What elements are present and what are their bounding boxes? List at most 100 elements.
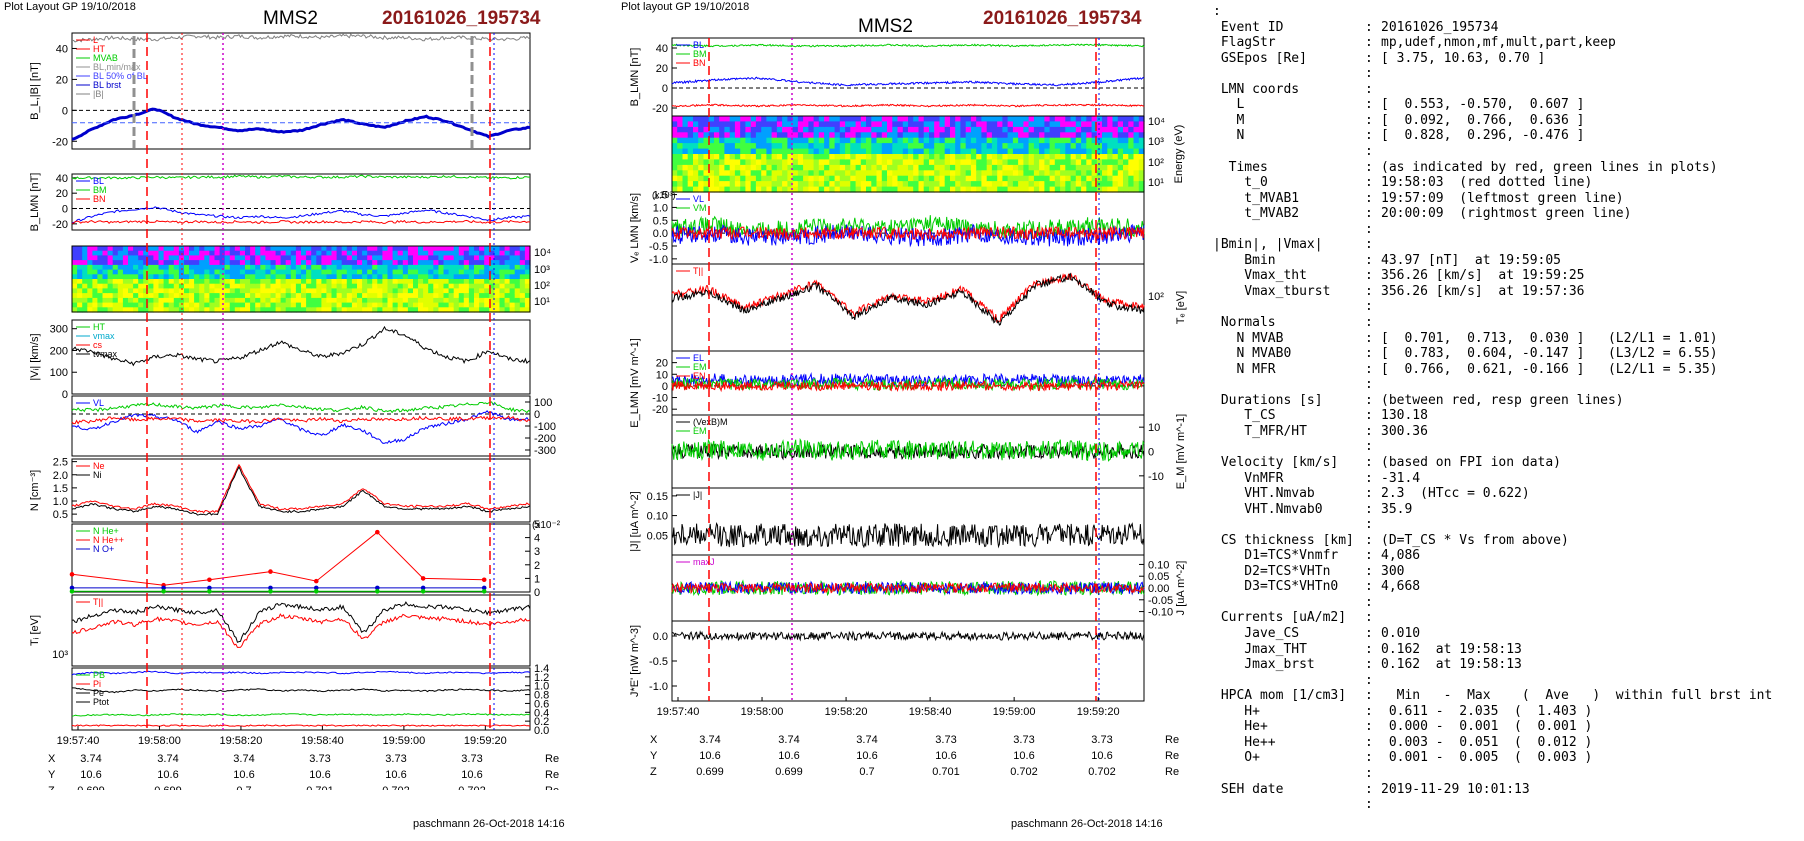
spectrogram-cell (377, 250, 383, 256)
position-value: 0.699 (775, 766, 803, 778)
legend-entry: N He++ (93, 535, 124, 545)
spectrogram-cell (834, 170, 841, 177)
spectrogram-cell (413, 246, 419, 252)
spectrogram-cell (239, 255, 246, 261)
spectrogram-cell (803, 137, 809, 144)
spectrogram-cell (1065, 164, 1072, 171)
summary-value: 4,668 (1381, 579, 1421, 595)
spectrogram-cell (245, 279, 251, 285)
spectrogram-cell (245, 307, 251, 313)
spectrogram-cell (301, 255, 307, 261)
spectrogram-cell (855, 137, 862, 144)
summary-key: D1=TCS*Vnmfr (1213, 548, 1339, 564)
spectrogram-cell (413, 260, 419, 266)
spectrogram-cell (387, 283, 394, 289)
spectrogram-cell (499, 250, 506, 256)
spectrogram-cell (766, 164, 773, 171)
spectrogram-cell (1096, 154, 1103, 160)
summary-key: Jave_CS (1213, 626, 1300, 641)
spectrogram-cell (677, 186, 683, 193)
spectrogram-cell (1112, 186, 1119, 193)
spectrogram-cell (771, 148, 778, 155)
summary-colon: : (1365, 97, 1373, 113)
panel-frame (71, 245, 531, 313)
spectrogram-cell (367, 279, 373, 285)
spectrogram-cell (524, 260, 531, 266)
spectrogram-cell (163, 250, 170, 256)
spectrogram-cell (698, 154, 704, 160)
spectrogram-cell (855, 186, 862, 193)
spectrogram-cell (672, 132, 678, 139)
spectrogram-cell (229, 293, 236, 299)
series-j-e (671, 630, 1145, 642)
spectrogram-cell (1012, 154, 1019, 160)
spectrogram-cell (219, 297, 226, 304)
spectrogram-cell (939, 137, 946, 144)
spectrogram-cell (479, 307, 485, 313)
spectrogram-cell (934, 170, 940, 177)
spectrogram-cell (1033, 175, 1040, 182)
spectrogram-cell (824, 170, 830, 177)
spectrogram-cell (845, 175, 851, 182)
spectrogram-cell (387, 307, 394, 313)
spectrogram-cell (519, 307, 526, 313)
spectrogram-cell (321, 307, 328, 313)
spectrogram-cell (1133, 181, 1140, 188)
spectrogram-cell (178, 297, 185, 304)
spectrogram-cell (504, 302, 511, 308)
series-tperp (671, 272, 1145, 326)
spectrogram-cell (194, 297, 200, 304)
spectrogram-cell (887, 143, 893, 150)
spectrogram-cell (199, 279, 205, 285)
legend-entry: BL 50% of BL (93, 71, 148, 81)
spectrogram-cell (997, 164, 1003, 171)
spectrogram-cell (112, 255, 119, 261)
spectrogram-cell (265, 288, 272, 294)
spectrogram-cell (158, 274, 165, 280)
spectrogram-cell (458, 288, 465, 294)
spectrogram-cell (1086, 121, 1093, 128)
spectrogram-cell (1075, 181, 1082, 188)
spectrogram-cell (82, 302, 88, 308)
spectrogram-cell (991, 159, 998, 166)
spectrogram-cell (693, 170, 699, 177)
spectrogram-cell (981, 148, 988, 155)
spectrogram-cell (703, 164, 710, 171)
spectrogram-cell (866, 132, 872, 139)
spectrogram-cell (734, 164, 741, 171)
spectrogram-cell (336, 307, 343, 313)
spectrogram-cell (275, 264, 282, 271)
spectrogram-cell (677, 181, 683, 188)
spectrogram-cell (703, 137, 710, 144)
spectrogram-cell (824, 132, 830, 139)
spectrogram-cell (102, 274, 109, 280)
spectrogram-cell (87, 307, 93, 313)
spectrogram-cell (923, 159, 930, 166)
spectrogram-cell (479, 302, 485, 308)
spectrogram-cell (168, 297, 175, 304)
spectrogram-cell (346, 260, 353, 266)
spectrogram-cell (229, 264, 236, 271)
spectrogram-cell (463, 246, 470, 252)
spectrogram-cell (270, 255, 277, 261)
spectrogram-cell (382, 297, 389, 304)
spectrogram-cell (413, 269, 419, 275)
spectrogram-cell (229, 255, 236, 261)
spectrogram-cell (714, 170, 720, 177)
spectrogram-cell (443, 250, 450, 256)
spectrogram-cell (448, 288, 455, 294)
spectrogram-cell (77, 283, 83, 289)
spectrogram-cell (107, 269, 114, 275)
spectrogram-cell (392, 297, 399, 304)
spectrogram-cell (1007, 121, 1014, 128)
spectrogram-cell (892, 121, 899, 128)
position-value: 3.74 (856, 734, 877, 746)
spectrogram-cell (402, 250, 409, 256)
spectrogram-cell (934, 186, 940, 193)
y-axis-label: |J| [uA m^-2] (629, 491, 641, 551)
spectrogram-cell (351, 297, 358, 304)
spectrogram-cell (92, 274, 99, 280)
spectrogram-cell (965, 148, 972, 155)
spectrogram-cell (813, 148, 820, 155)
y-tick-label: 1 (534, 573, 540, 585)
